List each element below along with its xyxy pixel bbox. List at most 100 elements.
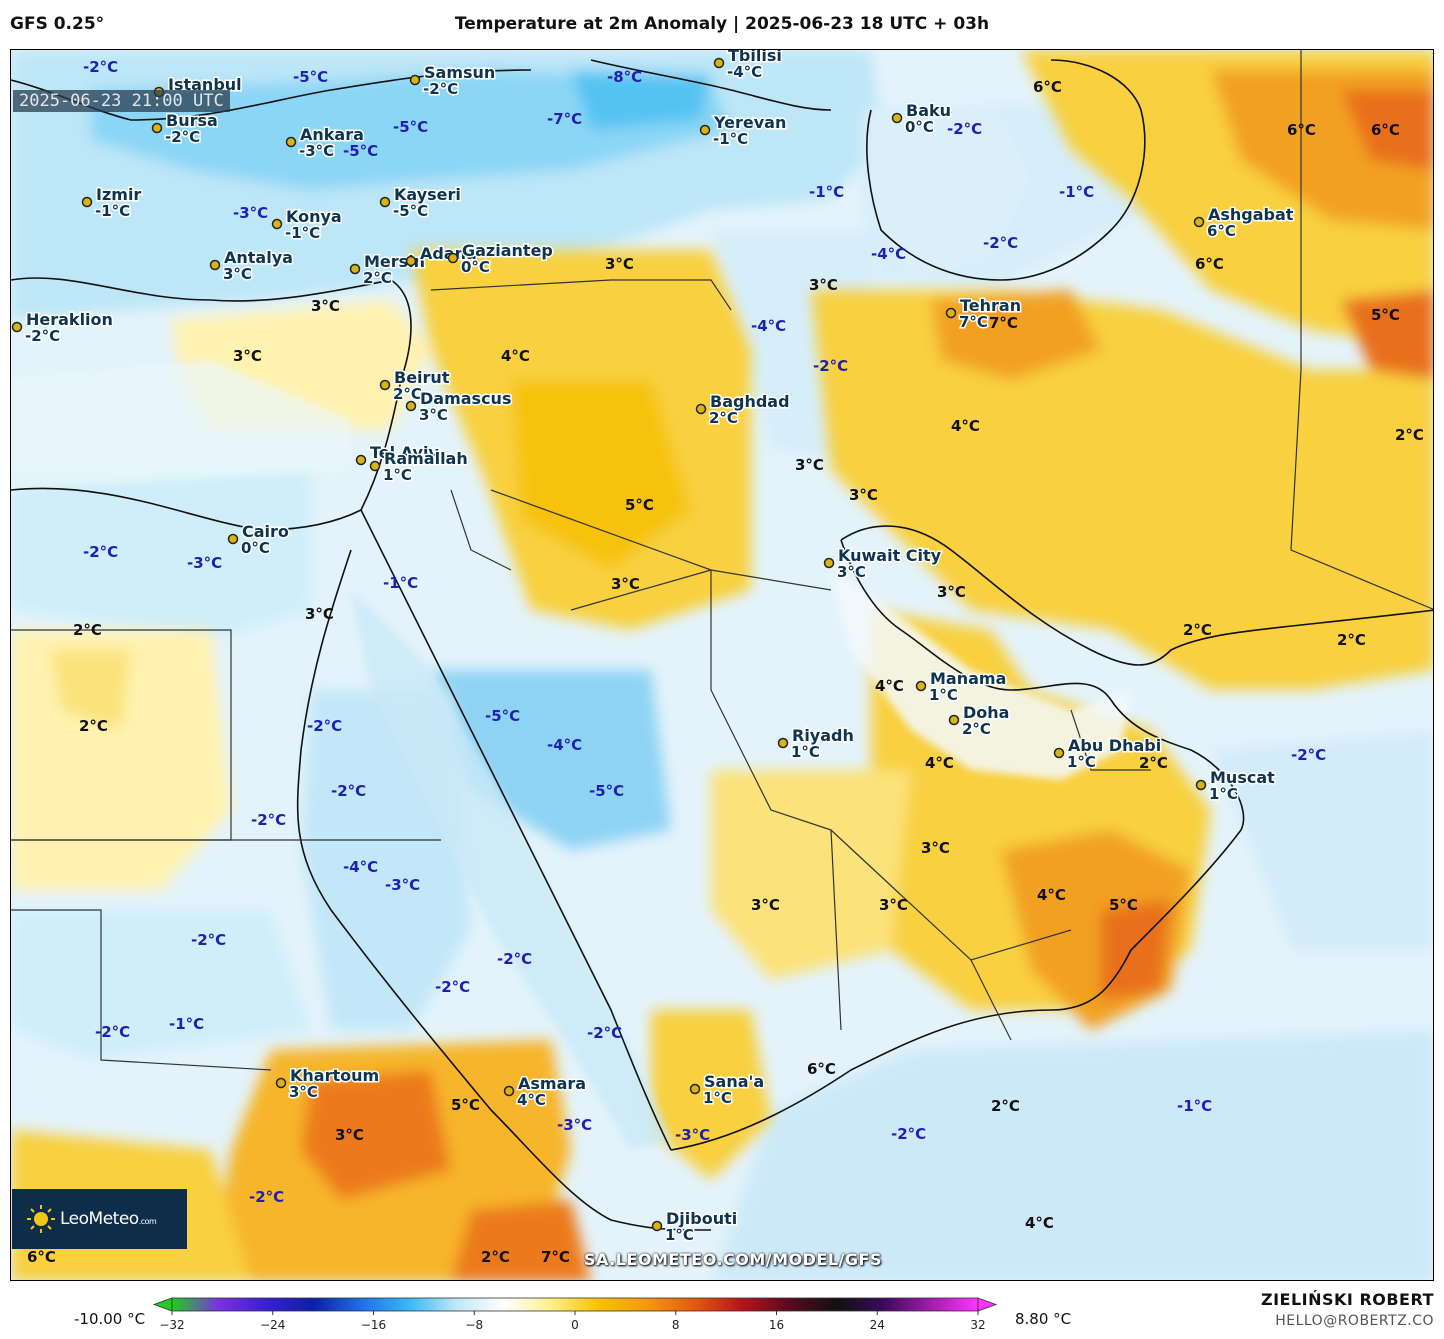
anomaly-label: -4°C [343,858,378,876]
city-marker[interactable]: Bursa-2°C [151,110,219,148]
anomaly-label: -2°C [191,931,226,949]
anomaly-label: 4°C [501,347,530,365]
city-value: 3°C [837,563,866,581]
city-value: 6°C [1207,222,1236,240]
city-dot [409,74,421,86]
city-marker[interactable]: Yerevan-1°C [699,112,788,150]
city-marker[interactable]: Tbilisi-4°C [713,50,783,83]
colorbar-max-arrow [977,1297,998,1312]
anomaly-label: 6°C [1287,121,1316,139]
city-marker[interactable]: Samsun-2°C [409,62,497,100]
anomaly-label: 6°C [1371,121,1400,139]
city-value: 2°C [393,385,422,403]
city-name: Ankara [300,125,364,144]
city-name: Baghdad [710,392,790,411]
city-dot [379,379,391,391]
city-marker[interactable]: Izmir-1°C [81,184,143,222]
city-value: 0°C [241,539,270,557]
city-name: Damascus [420,389,511,408]
anomaly-labels: -2°C -5°C -8°C 6°C 6°C 6°C -5°C -7°C -5°C -2°C -1°… [27,58,1424,1266]
city-dot [915,680,927,692]
city-value: -1°C [285,224,320,242]
site-watermark: SA.LEOMETEO.COM/MODEL/GFS [584,1250,882,1269]
city-name: Sana'a [704,1072,764,1091]
city-name: Cairo [242,522,289,541]
map-panel[interactable]: Istanbul Samsun -2°C Tbilisi -4°C Baku 0°C Burs… [10,49,1434,1281]
city-value: 0°C [461,258,490,276]
anomaly-label: -3°C [385,876,420,894]
anomaly-label: 6°C [1033,78,1062,96]
city-name: Adana [420,244,477,263]
city-marker[interactable]: Konya-1°C [271,206,343,244]
anomaly-label: 2°C [1395,426,1424,444]
colorbar-tick-label: −32 [159,1318,184,1332]
city-marker[interactable]: Sana'a1°C [689,1071,766,1109]
city-dot [948,714,960,726]
city-value: -5°C [393,202,428,220]
city-name: Samsun [424,63,495,82]
city-dot [379,196,391,208]
city-value: 3°C [223,265,252,283]
anomaly-label: 5°C [451,1096,480,1114]
city-marker[interactable]: Adana [405,243,478,267]
city-marker[interactable]: Kayseri-5°C [379,184,462,222]
anomaly-label: -2°C [587,1024,622,1042]
city-value: -2°C [165,128,200,146]
city-dot [699,124,711,136]
colorbar-tick-label: 0 [571,1318,579,1332]
city-marker[interactable]: Heraklion-2°C [11,309,114,347]
anomaly-label: 3°C [921,839,950,857]
city-marker[interactable]: Tel Aviv [355,442,441,466]
colorbar-scale: −32 −24 −16 −8 0 8 16 24 32 [152,1297,998,1332]
author-name: ZIELIŃSKI ROBERT [1260,1290,1434,1309]
city-marker[interactable]: Ankara-3°C [285,124,365,162]
anomaly-label: -2°C [249,1188,284,1206]
leometeo-logo[interactable]: LeoMeteo.com [12,1189,187,1249]
anomaly-label: 3°C [335,1126,364,1144]
anomaly-label: 2°C [1139,754,1168,772]
anomaly-label: 4°C [951,417,980,435]
author-email[interactable]: HELLO@ROBERTZ.CO [1275,1313,1434,1329]
anomaly-label: 3°C [849,486,878,504]
anomaly-label: -2°C [435,978,470,996]
anomaly-label: 3°C [305,605,334,623]
city-name: Baku [906,101,951,120]
colorbar-min-label: -10.00 °C [74,1310,146,1328]
city-value: 2°C [962,720,991,738]
city-name: Kuwait City [838,546,942,565]
anomaly-label: -1°C [169,1015,204,1033]
city-dot [651,1220,663,1232]
city-dot [355,454,367,466]
city-value: 3°C [419,406,448,424]
anomaly-label: -3°C [187,554,222,572]
city-value: -4°C [727,63,762,81]
anomaly-label: 2°C [79,717,108,735]
anomaly-label: 2°C [73,621,102,639]
anomaly-label: 4°C [875,677,904,695]
anomaly-label: -2°C [95,1023,130,1041]
map-title: Temperature at 2m Anomaly | 2025-06-23 1… [454,14,990,34]
colorbar-gradient [171,1297,979,1312]
anomaly-label: -2°C [1291,746,1326,764]
city-dot [713,57,725,69]
